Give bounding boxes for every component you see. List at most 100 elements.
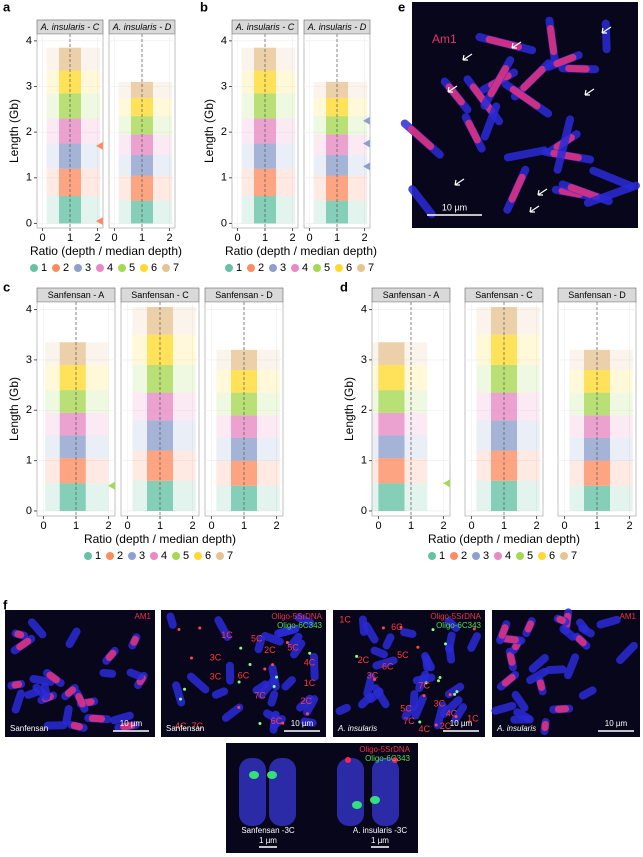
signal: [506, 651, 516, 666]
chromosome: [43, 721, 68, 730]
chromosome: [511, 690, 529, 712]
chromosome-label: 3C: [367, 670, 379, 680]
legend-label: 4: [161, 550, 167, 562]
legend-swatch: [194, 552, 202, 560]
chromosome: [99, 668, 117, 678]
probe-label: Oligo-6C343: [277, 621, 322, 630]
signal: [453, 692, 457, 696]
chromosome: [445, 631, 456, 653]
chromosome-label: 5C: [400, 703, 412, 713]
signal: [434, 723, 438, 727]
x-tick-label: 1: [334, 232, 340, 244]
x-tick-label: 2: [361, 232, 367, 244]
facet-title: Sanfensan - C: [475, 290, 533, 300]
chromosome: [401, 705, 415, 721]
chromosome-label: 6C: [238, 670, 250, 680]
x-tick-label: 2: [626, 520, 632, 532]
x-tick-label: 0: [40, 520, 46, 532]
signal: [237, 705, 241, 709]
chromosome: [444, 617, 461, 632]
marker: [363, 116, 370, 125]
scale-label: 10 µm: [442, 202, 467, 212]
arrow: [584, 88, 595, 96]
signal: [105, 649, 117, 661]
y-tick-label: 0: [26, 505, 32, 517]
sample-label: Sanfensan: [10, 724, 48, 733]
chromosome: [526, 667, 549, 685]
depth-band: [491, 420, 517, 451]
signal: [64, 686, 77, 697]
legend-label: 1: [439, 550, 445, 562]
micrograph: [412, 2, 638, 228]
marker: [108, 481, 115, 490]
chromosome: [281, 676, 296, 691]
depth-band: [231, 369, 257, 393]
arrow: [511, 41, 522, 49]
legend-label: 7: [227, 550, 233, 562]
panel-label: e: [398, 0, 405, 14]
chromosome: [411, 694, 427, 720]
chromosome-label: 7C: [403, 716, 415, 726]
depth-band: [491, 307, 517, 335]
signal: [418, 720, 422, 724]
chromosome: [276, 625, 299, 637]
legend-label: 6: [151, 262, 157, 274]
legend-swatch: [118, 264, 126, 272]
y-tick-label: 0: [26, 217, 32, 229]
signal: [248, 662, 252, 666]
chromosome-label: 3C: [434, 698, 446, 708]
probe-label: AM1: [620, 612, 637, 621]
signal: [553, 53, 577, 68]
depth-band: [254, 168, 276, 197]
legend-swatch: [84, 552, 92, 560]
legend-label: 1: [236, 262, 242, 274]
legend-label: 2: [117, 550, 123, 562]
legend-label: 5: [129, 262, 135, 274]
sample-label: Sanfensan: [166, 724, 204, 733]
chromosome: [214, 616, 232, 641]
legend-swatch: [74, 264, 82, 272]
depth-band: [59, 458, 86, 484]
y-tick-label: 0: [361, 505, 367, 517]
signal: [416, 645, 420, 649]
scale-label: 1 µm: [371, 836, 389, 845]
chromosome: [480, 102, 501, 141]
signal: [501, 673, 516, 687]
legend-label: 3: [483, 550, 489, 562]
chromosome-label: 5C: [287, 642, 299, 652]
depth-band: [378, 435, 405, 459]
legend-swatch: [225, 264, 233, 272]
y-tick-label: 2: [221, 126, 227, 138]
legend-label: 5: [183, 550, 189, 562]
legend-swatch: [140, 264, 148, 272]
x-tick-label: 2: [94, 232, 100, 244]
depth-band: [378, 390, 405, 413]
chromosome: [186, 672, 210, 694]
signal: [524, 620, 535, 633]
chromosome: [439, 696, 463, 718]
facet-title: Sanfensan - D: [568, 290, 626, 300]
chromosome: [269, 758, 296, 826]
x-tick-label: 1: [139, 232, 145, 244]
signal: [373, 678, 377, 682]
signal: [263, 667, 267, 671]
panel-label: b: [200, 0, 208, 14]
signal: [370, 796, 380, 804]
legend-swatch: [52, 264, 60, 272]
legend-swatch: [216, 552, 224, 560]
legend-label: 6: [549, 550, 555, 562]
chromosome: [513, 708, 532, 723]
arrow: [601, 26, 612, 34]
arrow: [447, 85, 458, 93]
legend-label: 5: [527, 550, 533, 562]
panel-label: d: [340, 279, 348, 294]
legend-swatch: [172, 552, 180, 560]
y-axis-title: Length (Gb): [7, 99, 21, 163]
chromosome: [62, 704, 73, 725]
chromosome: [616, 641, 638, 665]
signal: [472, 627, 476, 631]
chromosome-label: 5C: [251, 634, 263, 644]
x-tick-label: 0: [234, 232, 240, 244]
chromosome-label: 6C: [271, 716, 283, 726]
chromosome: [268, 664, 280, 691]
